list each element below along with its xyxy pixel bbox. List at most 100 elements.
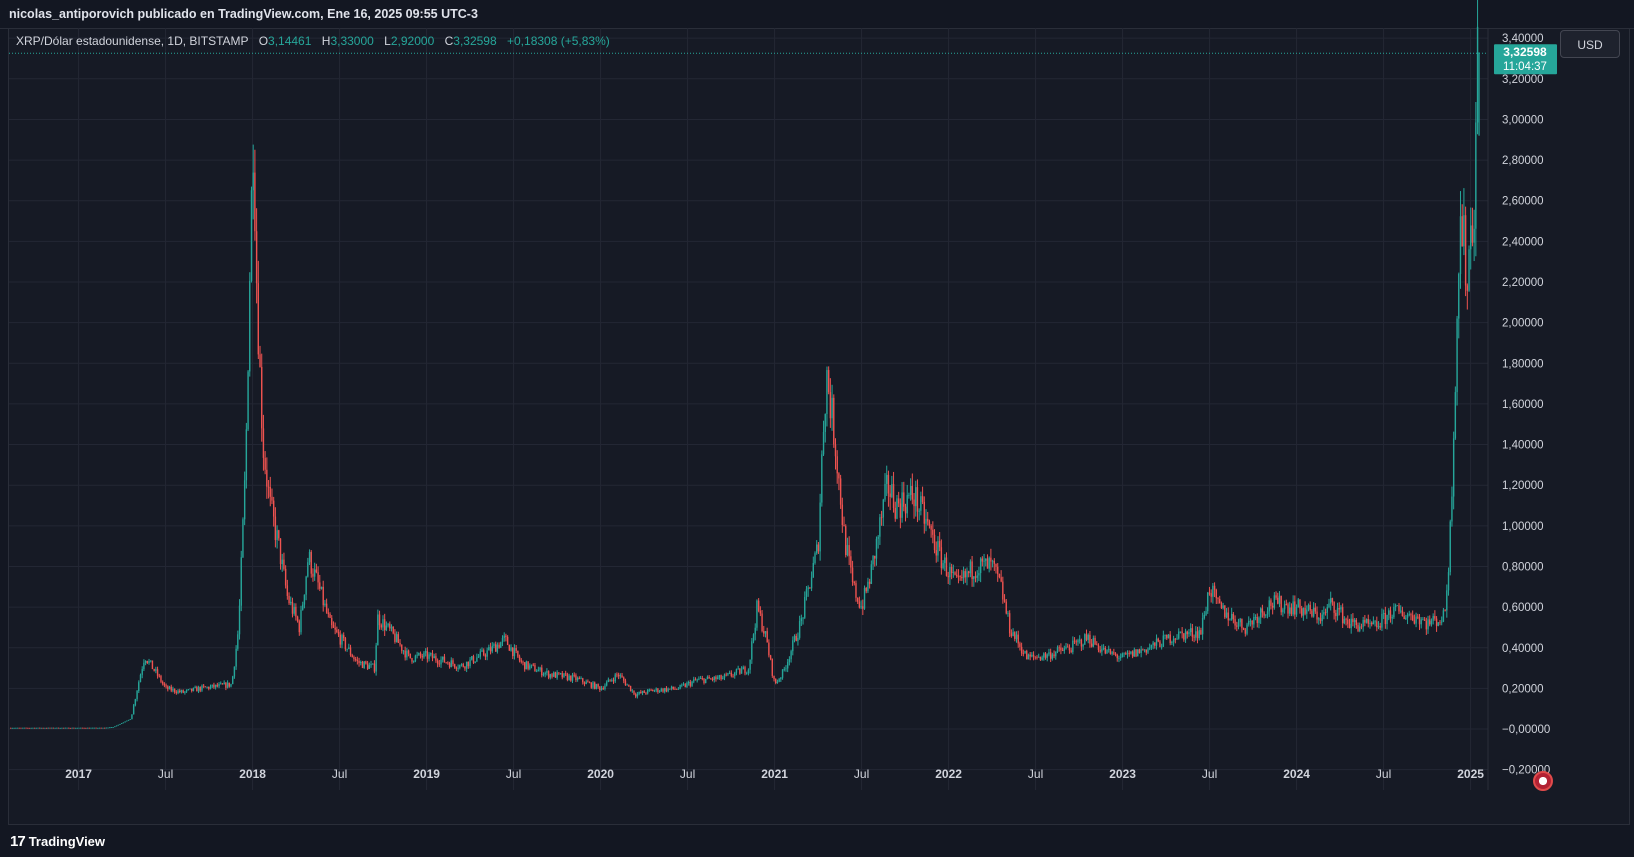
candle-body <box>1451 496 1453 522</box>
candle-body <box>657 688 659 693</box>
candle-body <box>126 720 128 722</box>
candle-body <box>908 494 910 496</box>
tradingview-logo[interactable]: 17 TradingView <box>10 832 105 850</box>
candle-body <box>1078 639 1081 641</box>
candle-body <box>1118 657 1120 659</box>
candle-body <box>1365 619 1368 623</box>
candle-body <box>218 683 220 687</box>
candle-body <box>1423 619 1426 621</box>
candle-body <box>1027 654 1030 660</box>
candlestick-chart[interactable]: 3,40000 3,20000 3,00000 2,80000 2,60000 2,400… <box>0 0 1634 826</box>
candle-body <box>1280 595 1282 613</box>
candle-body <box>1044 653 1047 658</box>
candle-body <box>556 672 558 678</box>
candle-body <box>1068 647 1071 651</box>
candle-body <box>1353 619 1356 623</box>
high-label: H <box>321 34 331 48</box>
candle-body <box>83 727 85 729</box>
candle-body <box>518 656 521 661</box>
candle-body <box>882 499 885 518</box>
candle-body <box>109 727 111 729</box>
candle-body <box>851 567 854 583</box>
candle-body <box>612 680 615 682</box>
x-tick-label: Jul <box>158 767 173 781</box>
candle-body <box>392 626 394 634</box>
candle-body <box>445 662 447 664</box>
candle-body <box>310 551 312 574</box>
candle-body <box>442 656 444 660</box>
candle-body <box>42 727 44 729</box>
candle-body <box>498 644 500 648</box>
candle-body <box>440 659 442 665</box>
candle-body <box>27 727 29 729</box>
candle-body <box>816 544 818 554</box>
symbol-title[interactable]: XRP/Dólar estadounidense, 1D, BITSTAMP <box>16 34 249 48</box>
candle-body <box>383 619 386 631</box>
candle-body <box>233 666 236 677</box>
candle-body <box>525 661 528 670</box>
candle-body <box>37 727 39 729</box>
candle-body <box>1379 626 1381 628</box>
candle-body <box>621 675 623 678</box>
candle-body <box>993 560 996 564</box>
candle-body <box>969 561 972 574</box>
candle-body <box>792 640 794 652</box>
candle-body <box>1166 634 1168 639</box>
candle-body <box>457 667 459 669</box>
candle-body <box>40 727 43 729</box>
candle-body <box>652 689 654 692</box>
candle-body <box>80 727 82 729</box>
candle-body <box>530 664 533 666</box>
candle-body <box>1297 599 1299 608</box>
candle-body <box>1130 651 1132 654</box>
us-flag-icon[interactable] <box>1533 771 1553 791</box>
candle-body <box>1169 634 1171 644</box>
candle-body <box>308 551 311 563</box>
candle-body <box>1299 599 1301 609</box>
candle-body <box>15 727 17 729</box>
candle-body <box>614 674 616 682</box>
candle-body <box>699 678 702 679</box>
candle-body <box>638 691 640 694</box>
candle-body <box>1234 619 1236 626</box>
currency-button[interactable]: USD <box>1560 30 1620 58</box>
y-tick-label: 1,60000 <box>1502 399 1544 411</box>
candle-body <box>1300 608 1303 616</box>
candle-body <box>535 671 538 673</box>
candle-body <box>103 727 106 729</box>
candle-body <box>56 727 58 729</box>
chart-pane[interactable] <box>8 28 1630 825</box>
candle-body <box>771 659 774 676</box>
candle-body <box>1394 605 1397 608</box>
candle-body <box>71 727 73 729</box>
candle-body <box>1372 621 1375 625</box>
candle-body <box>423 652 425 658</box>
candle-body <box>286 585 289 596</box>
candle-body <box>959 576 961 578</box>
candle-body <box>1458 274 1460 319</box>
candle-body <box>230 684 232 687</box>
candle-body <box>633 690 635 695</box>
candle-body <box>1304 607 1306 614</box>
candle-body <box>872 555 874 565</box>
candle-body <box>1347 619 1349 624</box>
candle-body <box>160 675 162 682</box>
candle-body <box>402 650 405 652</box>
candle-body <box>1282 609 1284 613</box>
change-value: +0,18308 (+5,83%) <box>507 34 610 48</box>
tradingview-logo-icon: 17 <box>10 832 26 850</box>
candle-body <box>662 688 664 692</box>
candle-body <box>1357 625 1359 631</box>
last-price-box[interactable] <box>1494 44 1557 75</box>
candle-body <box>1430 620 1433 625</box>
candle-body <box>896 498 898 519</box>
candle-body <box>727 673 729 675</box>
candle-body <box>1459 216 1462 275</box>
x-tick-label: Jul <box>680 767 695 781</box>
candle-body <box>1400 610 1402 612</box>
candle-body <box>438 663 441 665</box>
candle-body <box>407 650 410 654</box>
candle-body <box>249 281 251 372</box>
candle-body <box>558 672 560 674</box>
candle-body <box>1389 610 1392 619</box>
